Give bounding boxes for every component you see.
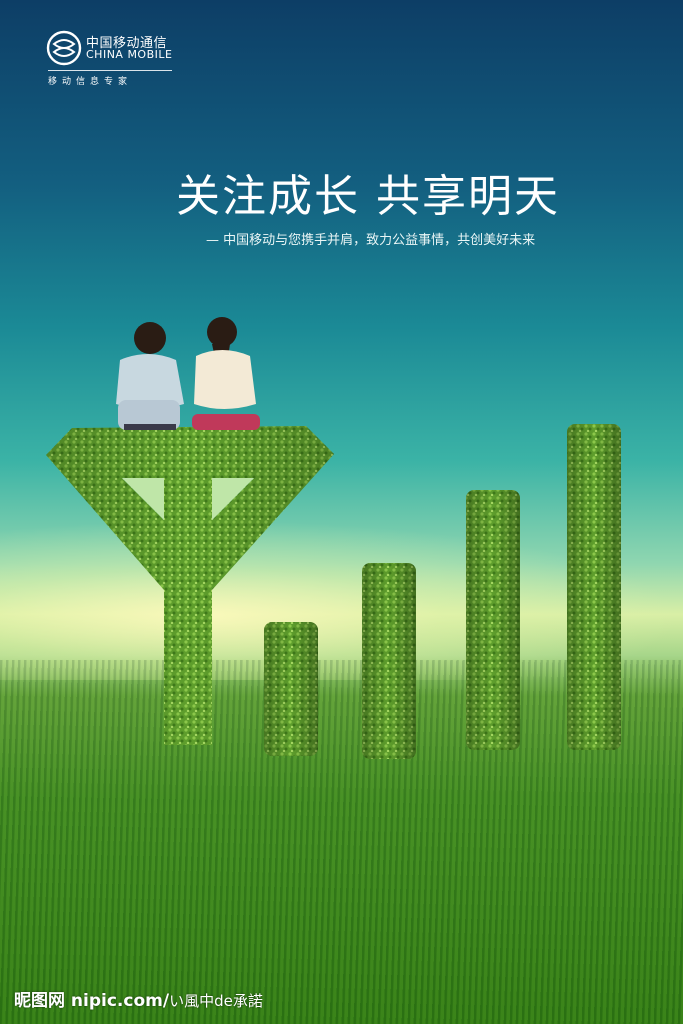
china-mobile-logo-icon: [46, 30, 82, 66]
brand-tagline: 移动信息专家: [48, 74, 132, 87]
signal-bar-1: [264, 622, 318, 756]
poster-headline: 关注成长 共享明天: [176, 160, 560, 224]
watermark-user: い風中de承諾: [169, 992, 263, 1010]
logo-divider: [48, 70, 172, 71]
signal-bar-4: [567, 424, 621, 750]
poster-subline: — 中国移动与您携手并肩，致力公益事情，共创美好未来: [206, 229, 535, 248]
watermark: 昵图网 nipic.com/い風中de承諾: [14, 986, 263, 1011]
child-left: [116, 322, 184, 430]
signal-bar-3: [466, 490, 520, 750]
child-right: [192, 317, 260, 430]
watermark-site: 昵图网 nipic.com: [14, 991, 163, 1011]
signal-bar-2: [362, 563, 416, 759]
brand-name-en: CHINA MOBILE: [86, 48, 172, 61]
